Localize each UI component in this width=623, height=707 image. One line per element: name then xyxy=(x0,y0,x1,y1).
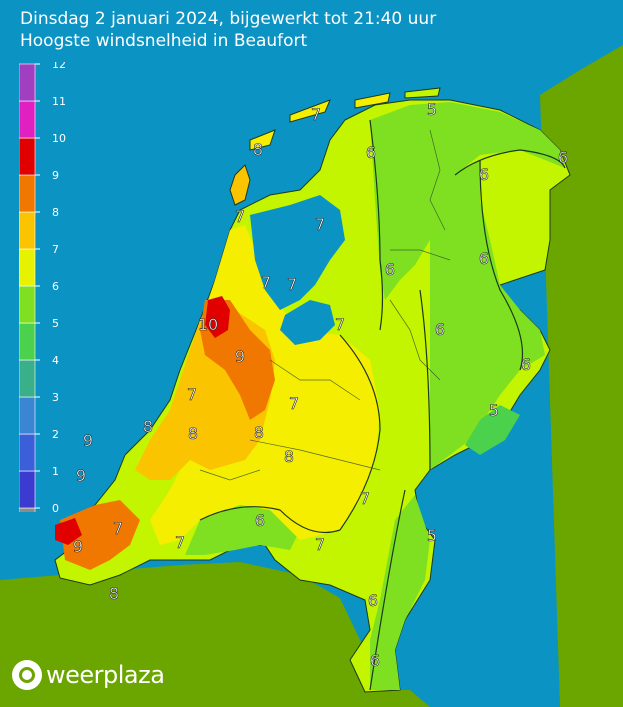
map-label: 7 xyxy=(113,519,123,538)
zone-6-limburg xyxy=(370,495,430,690)
zone-10-zeeland xyxy=(55,518,82,545)
map-label: 9 xyxy=(235,347,245,366)
weerplaza-logo: weerplaza xyxy=(12,660,165,690)
map-label: 6 xyxy=(435,320,445,339)
ijsselmeer xyxy=(250,195,345,310)
legend-label-4: 4 xyxy=(52,354,59,367)
legend-label-9: 9 xyxy=(52,169,59,182)
map-label: 7 xyxy=(315,535,325,554)
map-label: 6 xyxy=(370,651,380,670)
map-label: 7 xyxy=(287,275,297,294)
map-label: 8 xyxy=(143,417,153,436)
land-belgium xyxy=(0,562,380,707)
map-label: 8 xyxy=(253,140,263,159)
map-label: 7 xyxy=(289,394,299,413)
zone-6-east xyxy=(430,160,545,470)
legend-swatch-7 xyxy=(19,248,36,287)
zone-5-twente xyxy=(465,405,520,455)
legend-swatch-4 xyxy=(19,359,36,398)
markermeer xyxy=(280,300,335,345)
map-label: 5 xyxy=(489,401,499,420)
map-label: 8 xyxy=(254,423,264,442)
map-label: 6 xyxy=(366,143,376,162)
value-labels: 7 5 8 6 6 6 7 7 7 7 6 6 10 7 6 9 6 7 7 5… xyxy=(73,100,569,671)
legend-label-10: 10 xyxy=(52,132,66,145)
legend-label-7: 7 xyxy=(52,243,59,256)
legend-swatch-3 xyxy=(19,396,36,435)
legend-label-12: 12 xyxy=(52,62,66,71)
map-label: 8 xyxy=(109,584,119,603)
map-label: 8 xyxy=(284,447,294,466)
legend-swatch-9 xyxy=(19,174,36,213)
map-label: 7 xyxy=(187,385,197,404)
legend-swatch-12 xyxy=(19,63,36,102)
map-label: 7 xyxy=(235,207,245,226)
map-label: 7 xyxy=(315,215,325,234)
page-title: Dinsdag 2 januari 2024, bijgewerkt tot 2… xyxy=(20,9,437,29)
map-label: 7 xyxy=(175,533,185,552)
zone-6-brabant xyxy=(185,505,300,555)
map-label: 9 xyxy=(73,537,83,556)
map-label: 5 xyxy=(427,526,437,545)
brand-name: weerplaza xyxy=(46,661,165,689)
legend-label-1: 1 xyxy=(52,465,59,478)
map-label: 6 xyxy=(479,165,489,184)
weerplaza-logo-icon xyxy=(12,660,42,690)
legend-swatch-11 xyxy=(19,100,36,139)
legend-label-6: 6 xyxy=(52,280,59,293)
legend-label-5: 5 xyxy=(52,317,59,330)
legend-label-8: 8 xyxy=(52,206,59,219)
map-label: 6 xyxy=(479,249,489,268)
zone-10 xyxy=(205,296,230,338)
borders xyxy=(199,129,451,481)
map-label: 7 xyxy=(261,273,271,292)
island-terschelling xyxy=(289,99,331,123)
legend-label-0: 0 xyxy=(52,502,59,512)
page-subtitle: Hoogste windsnelheid in Beaufort xyxy=(20,31,308,51)
map-label: 8 xyxy=(188,424,198,443)
map-label: 7 xyxy=(311,105,321,124)
map-label: 9 xyxy=(76,466,86,485)
island-ameland xyxy=(354,92,391,109)
map-label: 10 xyxy=(198,315,218,334)
map-label: 6 xyxy=(558,148,568,167)
island-schier xyxy=(404,87,441,99)
map-label: 5 xyxy=(427,100,437,119)
isolines xyxy=(199,119,566,691)
legend-swatch-2 xyxy=(19,433,36,472)
map-label: 9 xyxy=(83,431,93,450)
island-texel xyxy=(229,164,251,206)
legend-label-11: 11 xyxy=(52,95,66,108)
legend-swatch-1 xyxy=(19,470,36,509)
map-label: 6 xyxy=(385,260,395,279)
zone-6-north xyxy=(370,102,565,300)
legend-label-2: 2 xyxy=(52,428,59,441)
zone-9-zeeland xyxy=(60,500,140,570)
legend-label-3: 3 xyxy=(52,391,59,404)
legend-swatch-6 xyxy=(19,285,36,324)
map-label: 7 xyxy=(335,315,345,334)
legend-swatch-8 xyxy=(19,211,36,250)
map-label: 6 xyxy=(255,511,265,530)
legend-swatch-0 xyxy=(19,507,36,512)
map-label: 7 xyxy=(360,489,370,508)
map-label: 6 xyxy=(521,355,531,374)
island-vlieland xyxy=(249,129,276,151)
map-label: 6 xyxy=(368,591,378,610)
legend-swatch-10 xyxy=(19,137,36,176)
legend-swatch-5 xyxy=(19,322,36,361)
